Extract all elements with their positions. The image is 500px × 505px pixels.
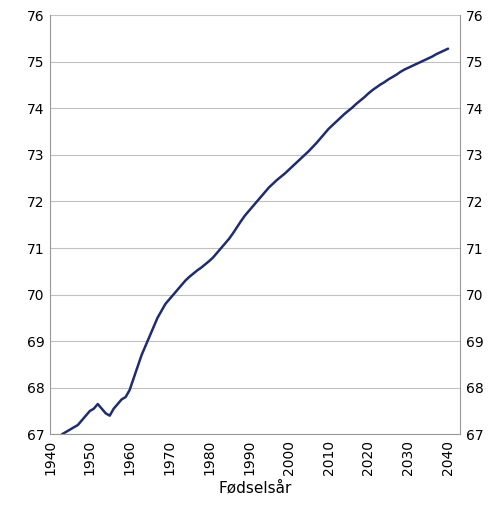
X-axis label: Fødselsår: Fødselsår (218, 481, 292, 496)
